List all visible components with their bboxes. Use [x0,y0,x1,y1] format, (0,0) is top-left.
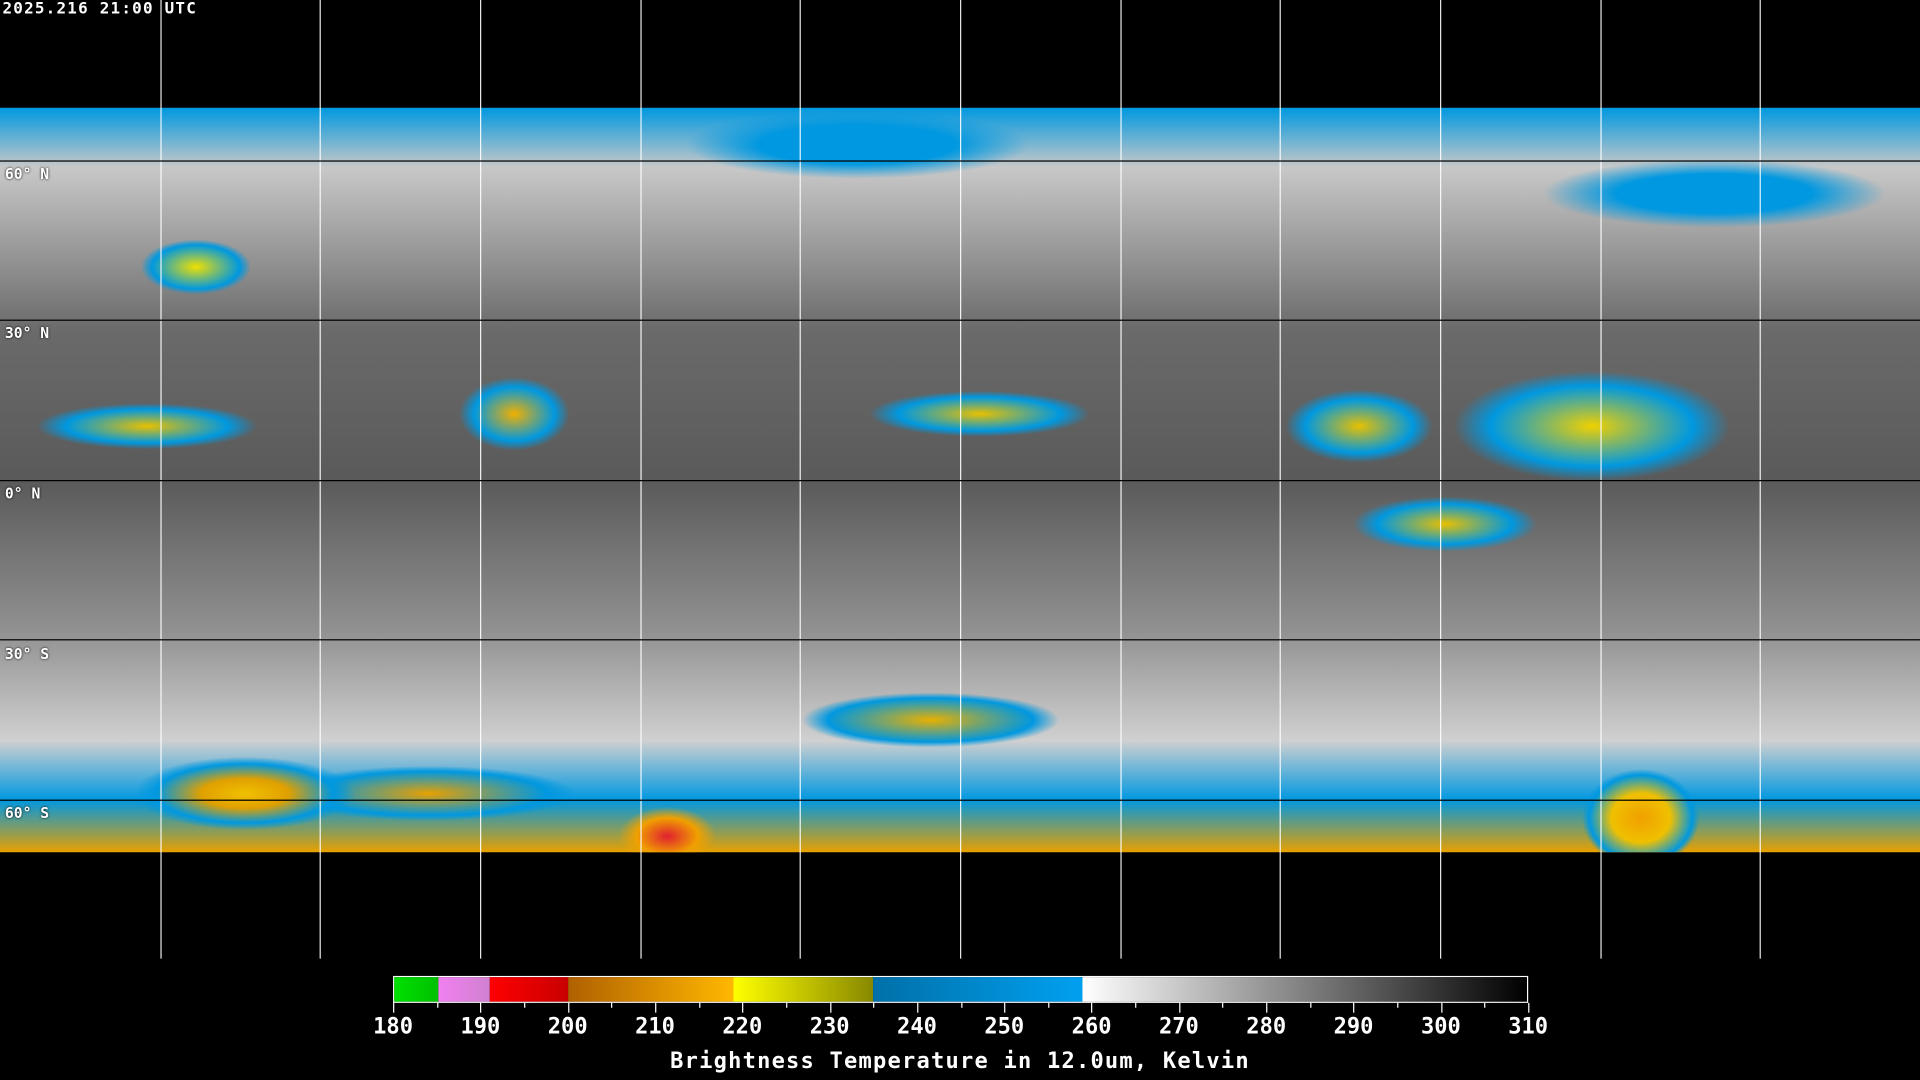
colorbar-tick [916,1002,919,1013]
parallel-line [0,479,1920,481]
parallel-line [0,319,1920,321]
colorbar-tick-label: 250 [984,1013,1025,1040]
colorbar-tick [567,1002,569,1013]
lat-label-60s: 60° S [4,804,50,822]
colorbar-tick-label: 290 [1333,1013,1374,1040]
colorbar-tick [1135,1002,1137,1008]
colorbar-segment [394,977,438,1002]
colorbar-tick-label: 230 [809,1013,850,1040]
parallel-line [0,639,1920,641]
colorbar-tick [785,1002,788,1008]
colorbar-tick [1091,1002,1093,1013]
colorbar-tick [1353,1002,1355,1013]
world-map: 60° N 30° N 0° N 30° S 60° S 2025.216 21… [0,0,1920,959]
colorbar-title: Brightness Temperature in 12.0um, Kelvin [670,1048,1250,1074]
colorbar-tick [1178,1002,1181,1013]
colorbar-tick-label: 240 [897,1013,937,1040]
colorbar-tick [1004,1002,1006,1013]
colorbar-tick-label: 300 [1420,1013,1461,1040]
parallel-line [0,159,1920,162]
colorbar-tick [611,1002,613,1008]
colorbar-tick-label: 180 [373,1013,413,1040]
colorbar-tick-label: 220 [722,1013,763,1040]
colorbar-tick [436,1002,438,1008]
colorbar-tick-label: 260 [1071,1013,1112,1040]
colorbar-tick-label: 210 [635,1013,675,1040]
parallel-line [0,798,1920,801]
colorbar-tick [1397,1002,1399,1008]
colorbar-segment [873,977,1083,1002]
colorbar-segment [568,977,735,1002]
colorbar-tick [1047,1002,1050,1008]
colorbar-tick [1309,1002,1312,1008]
lat-label-60n: 60° N [4,165,50,183]
colorbar-tick-label: 200 [547,1013,588,1040]
colorbar-tick [524,1002,526,1008]
colorbar-tick [698,1002,700,1008]
lat-label-equator: 0° N [4,484,41,503]
colorbar-segment [734,977,874,1002]
colorbar-segment [1082,977,1527,1002]
colorbar-tick [873,1002,875,1008]
colorbar-tick [742,1002,744,1013]
colorbar-tick-label: 190 [460,1013,501,1040]
colorbar-tick-label: 280 [1246,1013,1287,1040]
colorbar-tick [655,1002,657,1013]
colorbar-tick [1440,1002,1443,1013]
lat-label-30n: 30° N [4,324,50,342]
colorbar-tick [829,1002,831,1013]
colorbar-tick [1222,1002,1224,1008]
colorbar-tick [1528,1002,1530,1013]
colorbar-tick [1484,1002,1486,1008]
colorbar-tick [480,1002,482,1013]
colorbar-tick [1266,1002,1268,1013]
lat-label-30s: 30° S [4,645,50,663]
colorbar-segment [490,977,569,1002]
colorbar [393,975,1529,1003]
colorbar-tick-label: 270 [1158,1013,1199,1040]
colorbar-tick [393,1002,395,1013]
colorbar-segment [437,977,491,1002]
colorbar-tick-label: 310 [1508,1013,1549,1040]
colorbar-tick [960,1002,962,1008]
timestamp: 2025.216 21:00 UTC [2,0,198,19]
